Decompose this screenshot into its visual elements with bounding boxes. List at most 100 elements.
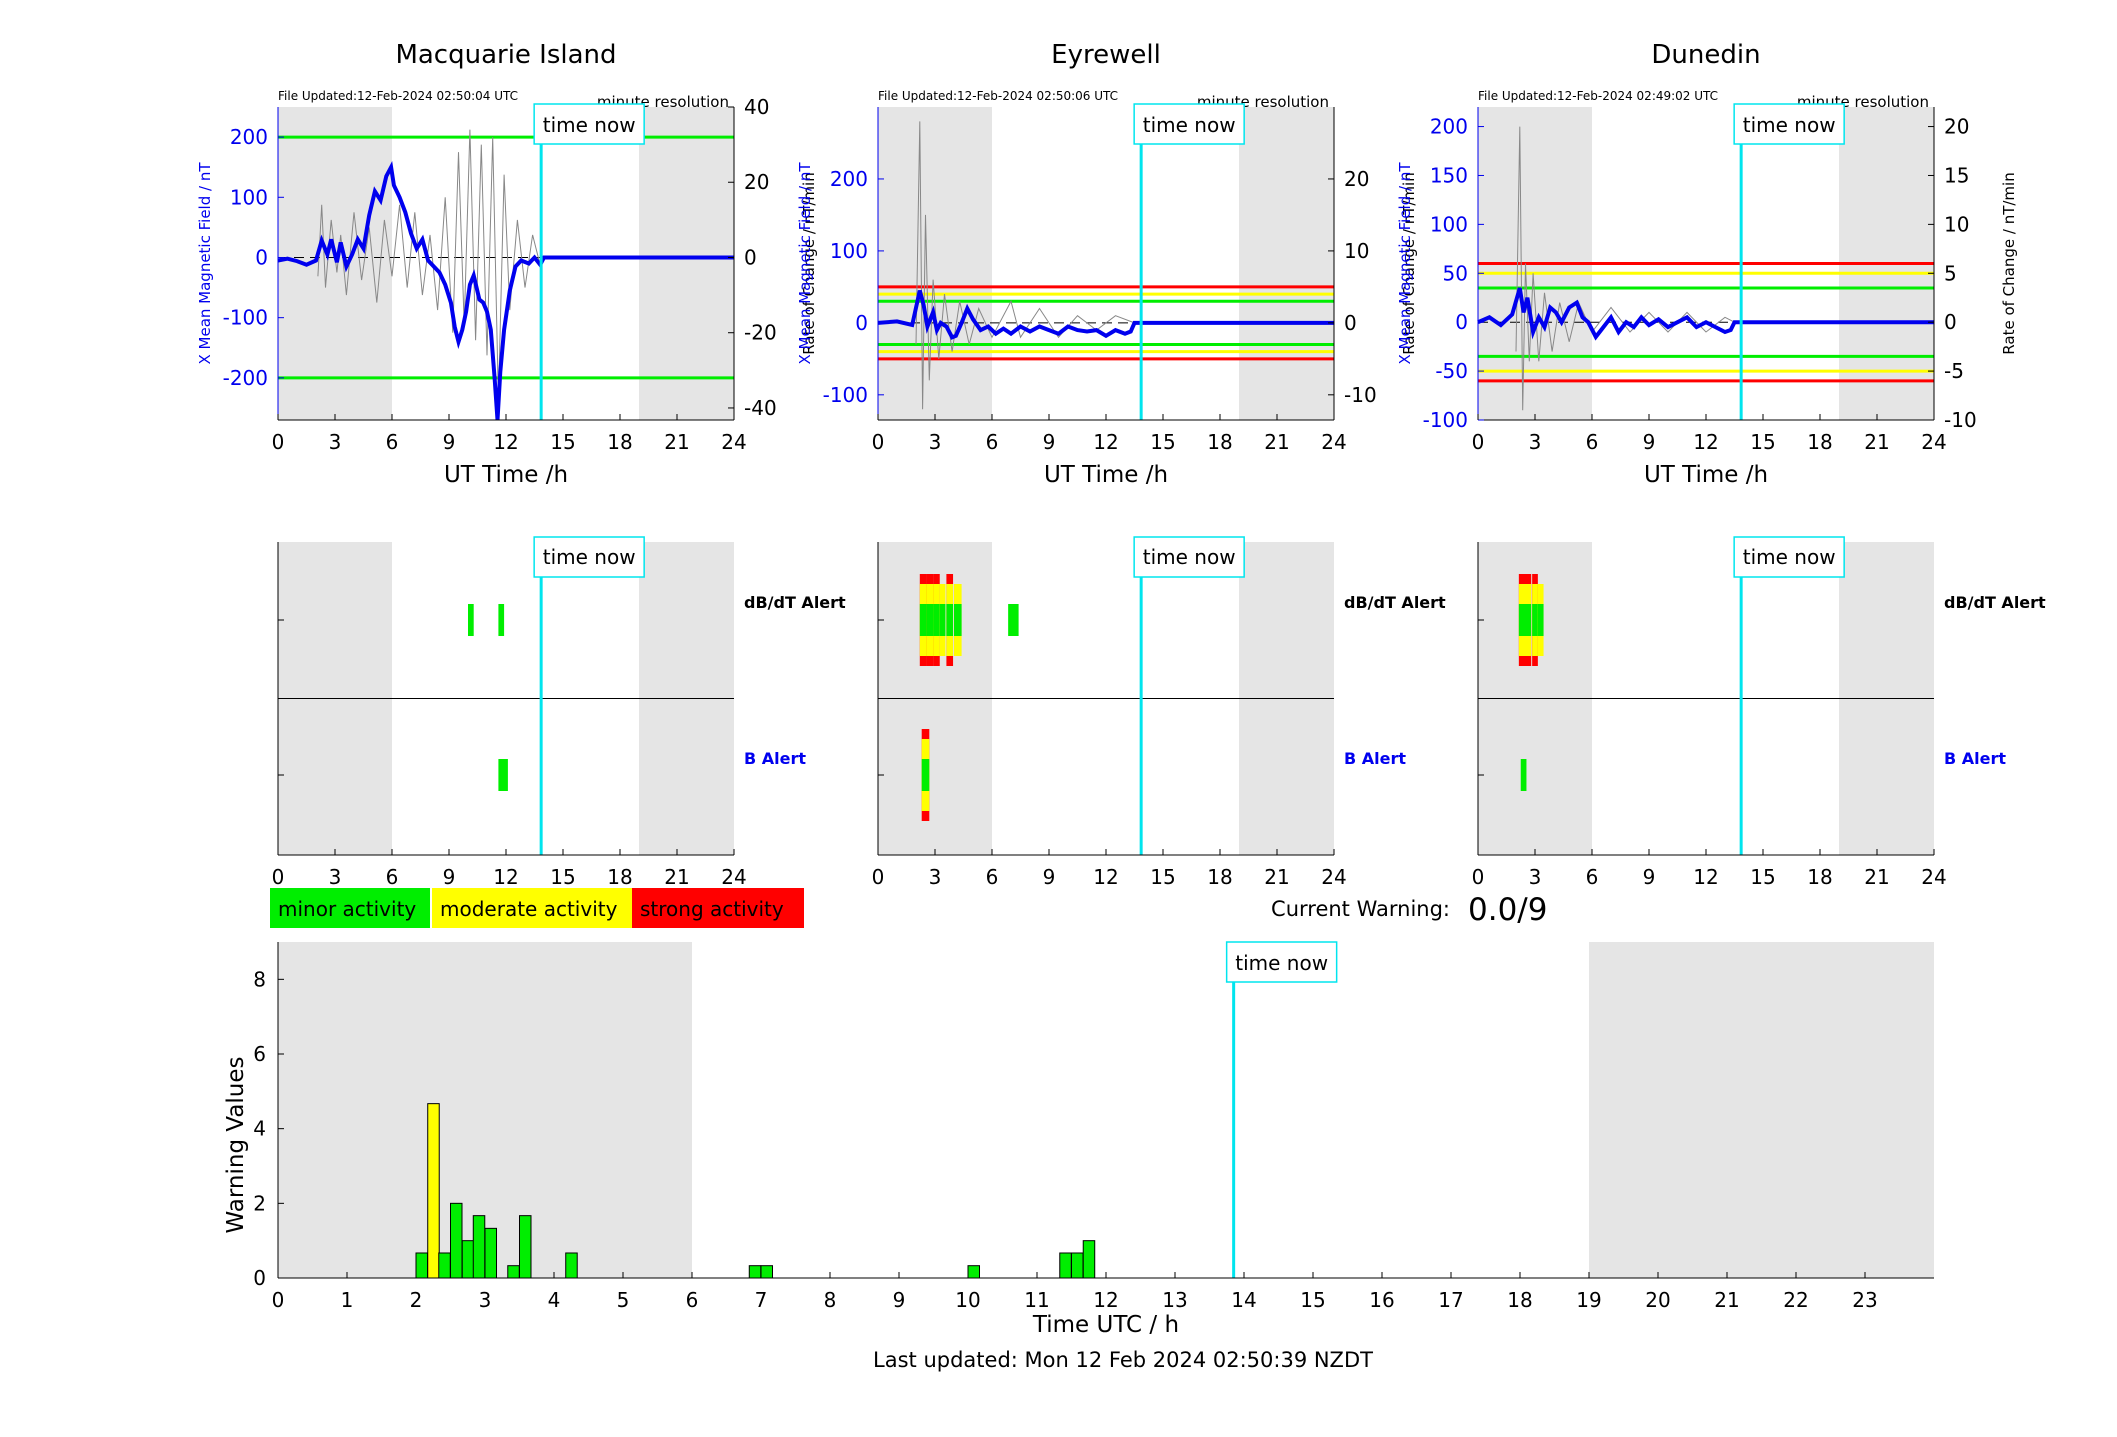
right-tick-label: -10 (1944, 408, 1977, 432)
file-updated-text: File Updated:12-Feb-2024 02:50:06 UTC (878, 89, 1118, 103)
left-tick-label: 50 (1443, 261, 1468, 285)
alert-plot: dB/dT Alert B Alert time now 0 3 6 9 12 15 18 21 24 (1472, 536, 2046, 889)
last-updated-text: Last updated: Mon 12 Feb 2024 02:50:39 N… (873, 1348, 1373, 1372)
x-axis-label: UT Time /h (1044, 462, 1168, 488)
warning-bar (438, 1252, 451, 1279)
warning-bar (415, 1252, 429, 1279)
x-tick-label: 4 (548, 1288, 561, 1312)
time-now-box (1733, 536, 1845, 578)
x-tick-label: 6 (986, 430, 999, 454)
left-axis-label: X Mean Magnetic Field / nT (796, 162, 814, 365)
x-tick-label: 12 (1093, 430, 1118, 454)
time-now-box (533, 103, 645, 145)
x-tick-label: 0 (272, 865, 285, 889)
x-tick-label: 20 (1645, 1288, 1670, 1312)
x-tick-label: 15 (1150, 430, 1175, 454)
x-tick-label: 15 (1300, 1288, 1325, 1312)
time-now-box (1225, 941, 1338, 983)
x-tick-label: 19 (1576, 1288, 1601, 1312)
x-tick-label: 9 (443, 865, 456, 889)
left-tick-label: -100 (823, 383, 868, 407)
right-tick-label: -40 (744, 396, 777, 420)
warning-bar (565, 1252, 578, 1279)
x-tick-label: 18 (1507, 1288, 1532, 1312)
x-axis-label: UT Time /h (1644, 462, 1768, 488)
x-tick-label: 5 (617, 1288, 630, 1312)
station-title: Macquarie Island (395, 40, 616, 70)
time-now-box (1733, 103, 1845, 145)
y-tick-label: 2 (253, 1191, 266, 1215)
shaded-night-region (639, 107, 734, 420)
x-tick-label: 13 (1162, 1288, 1187, 1312)
station-title: Eyrewell (1051, 40, 1161, 70)
right-tick-label: 10 (1344, 239, 1369, 263)
right-tick-label: -20 (744, 321, 777, 345)
left-tick-label: 100 (230, 185, 268, 209)
y-axis-label: Warning Values (223, 1056, 249, 1233)
warning-bar (760, 1265, 774, 1279)
x-tick-label: 6 (1586, 865, 1599, 889)
y-tick-label: 6 (253, 1042, 266, 1066)
x-tick-label: 21 (1264, 430, 1289, 454)
x-tick-label: 6 (686, 1288, 699, 1312)
x-axis-label: UT Time /h (444, 462, 568, 488)
x-tick-label: 24 (1921, 865, 1946, 889)
alert-bar-minor (498, 604, 505, 636)
x-tick-label: 18 (1807, 430, 1832, 454)
alert-bar-minor (1537, 604, 1544, 636)
x-tick-label: 8 (824, 1288, 837, 1312)
y-tick-label: 4 (253, 1117, 266, 1141)
x-tick-label: 18 (1207, 430, 1232, 454)
x-tick-label: 24 (1321, 865, 1346, 889)
time-now-label: time now (1743, 113, 1836, 137)
x-tick-label: 6 (386, 430, 399, 454)
warning-bar (967, 1265, 981, 1279)
x-tick-label: 15 (550, 865, 575, 889)
left-tick-label: 0 (255, 245, 268, 269)
magnetic-field-line (1477, 287, 1934, 341)
alert-bar-minor (926, 604, 934, 636)
x-tick-label: 12 (1693, 430, 1718, 454)
alert-bar-minor (919, 604, 927, 636)
x-axis-label: Time UTC / h (1032, 1312, 1179, 1338)
magnetic-field-line (877, 289, 1334, 340)
warning-bar (519, 1215, 532, 1279)
x-tick-label: 15 (1750, 865, 1775, 889)
b-alert-label: B Alert (1344, 749, 1406, 768)
alert-bar-minor (954, 604, 962, 636)
x-tick-label: 1 (341, 1288, 354, 1312)
left-axis-label: X Mean Magnetic Field / nT (1396, 162, 1414, 365)
left-tick-label: -50 (1435, 359, 1468, 383)
x-tick-label: 9 (1043, 865, 1056, 889)
station-macquarie-island: Macquarie Island File Updated:12-Feb-2024… (196, 40, 846, 889)
x-tick-label: 12 (1693, 865, 1718, 889)
x-tick-label: 9 (443, 430, 456, 454)
x-tick-label: 0 (1472, 430, 1485, 454)
left-tick-label: 200 (1430, 115, 1468, 139)
x-tick-label: 3 (1529, 865, 1542, 889)
right-tick-label: 20 (1944, 115, 1969, 139)
right-tick-label: 20 (1344, 167, 1369, 191)
time-now-label: time now (1143, 113, 1236, 137)
x-tick-label: 9 (1043, 430, 1056, 454)
left-tick-label: 200 (830, 167, 868, 191)
alert-bar-minor (933, 604, 940, 636)
legend-swatch (432, 888, 632, 928)
right-tick-label: 0 (1944, 310, 1957, 334)
alert-bar-minor (1008, 604, 1019, 636)
left-tick-label: 100 (830, 239, 868, 263)
time-now-box (1133, 536, 1245, 578)
dbdt-alert-label: dB/dT Alert (1944, 593, 2046, 612)
rate-of-change-line (317, 129, 541, 401)
rate-of-change-line (915, 121, 1135, 410)
shaded-night-region (1239, 107, 1334, 420)
warning-bar (484, 1227, 498, 1279)
x-tick-label: 16 (1369, 1288, 1394, 1312)
right-tick-label: -5 (1944, 359, 1964, 383)
alert-bar-minor (1518, 604, 1526, 636)
x-tick-label: 3 (329, 430, 342, 454)
field-plot: time now-100-50050100150200-10-505101520… (1396, 103, 2018, 488)
